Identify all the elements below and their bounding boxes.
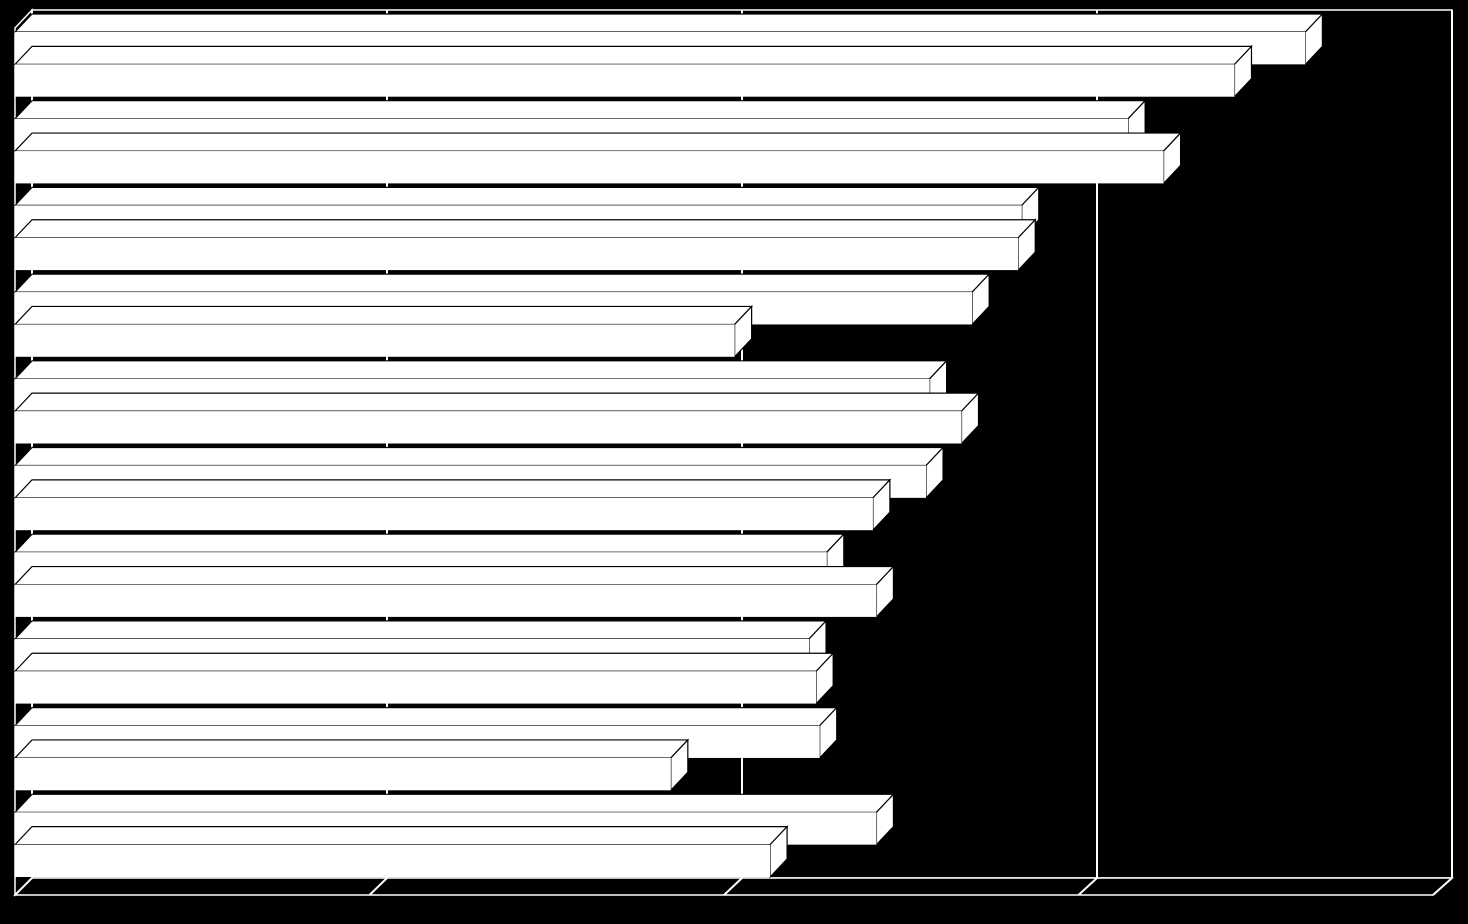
gridline-floor-2 bbox=[723, 877, 743, 896]
bar-8-series-1 bbox=[15, 757, 671, 791]
bar-group-1 bbox=[13, 99, 1182, 185]
bar-group-5 bbox=[13, 445, 945, 532]
bar-3-series-0-top bbox=[13, 273, 991, 293]
bar-9-series-0-top bbox=[13, 793, 895, 813]
bar-2-series-1 bbox=[15, 237, 1019, 271]
bar-group-2 bbox=[13, 185, 1041, 272]
gridline-floor-0 bbox=[14, 877, 33, 896]
bar-8-series-1-top bbox=[13, 739, 690, 759]
bar-5-series-1-top bbox=[13, 479, 892, 499]
bar-1-series-1-top bbox=[13, 132, 1182, 152]
bar-7-series-0-top bbox=[13, 620, 828, 640]
bar-group-3 bbox=[13, 272, 991, 359]
bar-9-series-1 bbox=[15, 844, 771, 877]
bar-1-series-1 bbox=[15, 151, 1164, 184]
bar-group-0 bbox=[13, 12, 1324, 99]
bar-4-series-1 bbox=[15, 411, 962, 444]
bars bbox=[13, 12, 1324, 879]
bar-3-series-1-top bbox=[13, 305, 754, 326]
bar-group-9 bbox=[13, 792, 895, 879]
bar-2-series-0-top bbox=[13, 186, 1041, 206]
gridline-floor-1 bbox=[368, 877, 388, 896]
bar-8-series-0-top bbox=[13, 706, 839, 727]
bar-3-series-1 bbox=[15, 324, 735, 357]
bar-4-series-0-top bbox=[13, 360, 949, 380]
bar-7-series-1 bbox=[15, 671, 817, 704]
bar-group-7 bbox=[13, 619, 835, 706]
bar-9-series-1-top bbox=[13, 826, 789, 846]
bar-7-series-1-top bbox=[13, 652, 835, 672]
bar-4-series-1-top bbox=[13, 392, 980, 412]
bar-group-6 bbox=[13, 532, 895, 619]
bar-0-series-1 bbox=[15, 64, 1235, 97]
gridline-floor-3 bbox=[1077, 877, 1098, 896]
bar-6-series-1 bbox=[15, 584, 877, 617]
bar-group-4 bbox=[13, 359, 980, 446]
bar-1-series-0-top bbox=[13, 100, 1147, 120]
bar-5-series-0-top bbox=[13, 446, 945, 467]
bar-6-series-1-top bbox=[13, 565, 895, 586]
bar-0-series-0-top bbox=[13, 13, 1324, 33]
bar-group-8 bbox=[13, 706, 839, 792]
gridline-floor-4 bbox=[1432, 877, 1453, 896]
bar-6-series-0-top bbox=[13, 533, 846, 553]
bar-0-series-1-top bbox=[13, 45, 1253, 65]
bar-2-series-1-top bbox=[13, 219, 1037, 239]
bar-5-series-1 bbox=[15, 497, 873, 531]
